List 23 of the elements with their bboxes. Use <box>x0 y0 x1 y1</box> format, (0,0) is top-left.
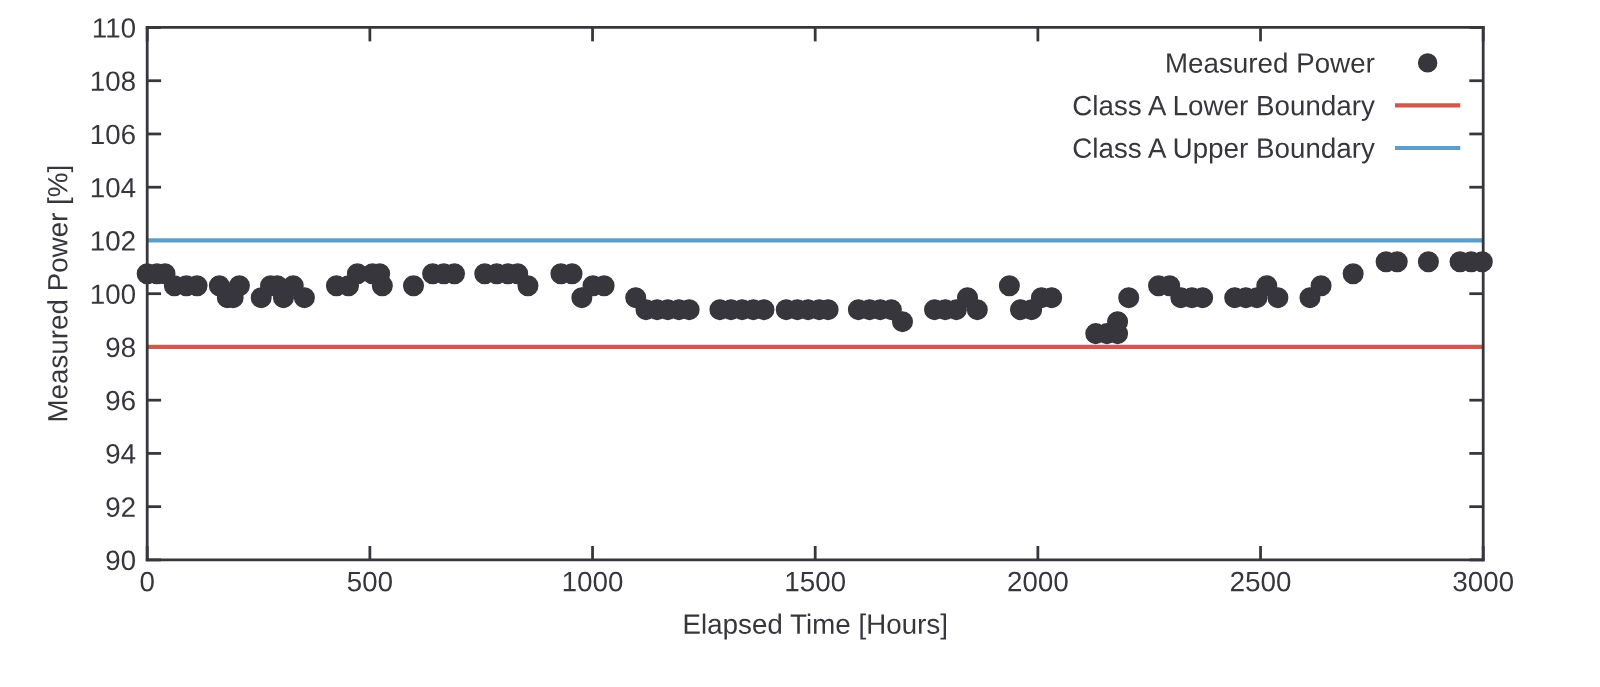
y-tick-label: 98 <box>106 337 135 358</box>
y-tick-label: 104 <box>91 177 136 198</box>
x-tick-label: 2000 <box>1008 571 1068 592</box>
y-tick-label: 92 <box>106 497 135 517</box>
y-tick-label: 100 <box>91 284 136 305</box>
y-tick-label: 96 <box>106 390 135 411</box>
x-tick-label: 0 <box>140 571 154 592</box>
y-tick-label: 108 <box>91 71 135 92</box>
y-tick-label: 102 <box>91 231 135 251</box>
legend-label: Measured Power <box>1167 52 1375 73</box>
x-axis-title: Elapsed Time [Hours] <box>684 613 946 640</box>
y-tick-label: 110 <box>93 18 136 38</box>
y-tick-label: 90 <box>106 550 136 571</box>
y-tick-label: 94 <box>106 444 136 464</box>
legend-label: Class A Lower Boundary <box>1073 95 1375 121</box>
x-tick-label: 1500 <box>786 571 846 592</box>
legend-label: Class A Upper Boundary <box>1073 137 1375 164</box>
x-tick-label: 1000 <box>563 571 623 592</box>
y-axis-title: Measured Power [%] <box>47 166 74 421</box>
x-tick-label: 3000 <box>1453 571 1514 592</box>
x-tick-label: 2500 <box>1231 571 1291 592</box>
y-tick-label: 106 <box>91 124 135 145</box>
x-tick-label: 500 <box>347 571 392 592</box>
